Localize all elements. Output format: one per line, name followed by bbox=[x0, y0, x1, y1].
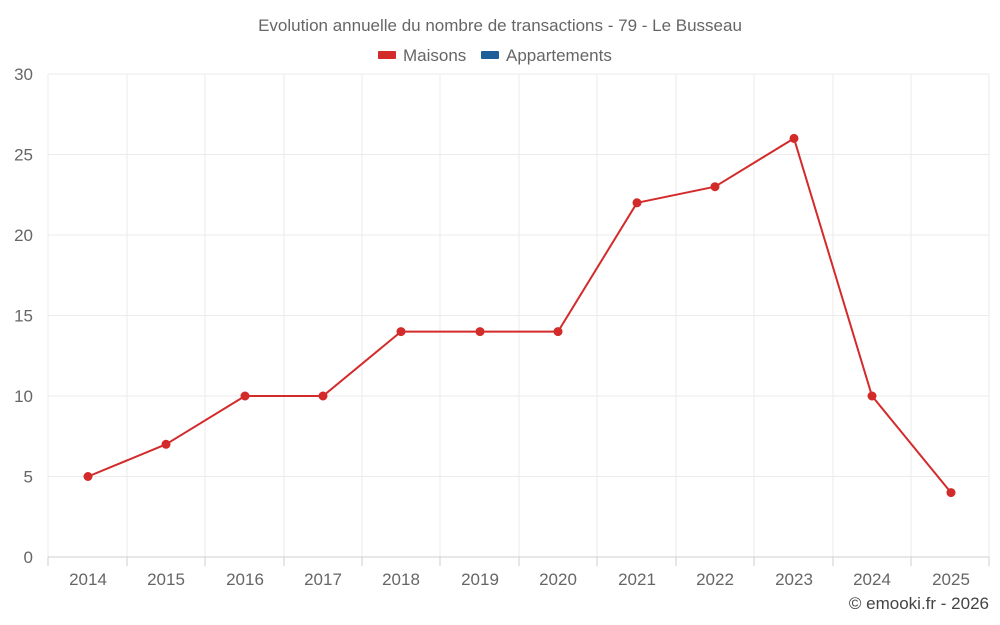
legend-swatch-appartements bbox=[481, 51, 499, 59]
data-point[interactable] bbox=[867, 391, 877, 401]
data-point[interactable] bbox=[83, 472, 93, 481]
data-point[interactable] bbox=[161, 439, 171, 449]
x-tick-label: 2023 bbox=[775, 570, 813, 589]
data-point[interactable] bbox=[710, 182, 720, 192]
x-tick-label: 2025 bbox=[932, 570, 970, 589]
data-point[interactable] bbox=[396, 327, 406, 337]
chart-title: Evolution annuelle du nombre de transact… bbox=[258, 16, 742, 35]
series-line-maisons bbox=[87, 137, 952, 494]
data-point[interactable] bbox=[240, 391, 250, 401]
horizontal-gridlines bbox=[48, 73, 989, 477]
y-tick-label: 5 bbox=[24, 468, 33, 487]
data-point[interactable] bbox=[946, 488, 956, 498]
legend-item-appartements[interactable]: Appartements bbox=[481, 46, 612, 65]
legend: Maisons Appartements bbox=[378, 46, 612, 65]
y-tick-label: 20 bbox=[14, 226, 33, 245]
data-point[interactable] bbox=[632, 198, 642, 208]
y-tick-label: 10 bbox=[14, 387, 33, 406]
data-point[interactable] bbox=[789, 133, 799, 143]
x-tick-label: 2017 bbox=[304, 570, 342, 589]
data-point[interactable] bbox=[475, 327, 485, 337]
data-point[interactable] bbox=[553, 327, 563, 337]
x-tick-label: 2022 bbox=[696, 570, 734, 589]
x-tick-label: 2021 bbox=[618, 570, 656, 589]
data-point[interactable] bbox=[318, 391, 328, 401]
series-layer bbox=[83, 133, 956, 498]
legend-item-maisons[interactable]: Maisons bbox=[378, 46, 466, 65]
x-tick-label: 2020 bbox=[539, 570, 577, 589]
x-tick-label: 2019 bbox=[461, 570, 499, 589]
legend-swatch-maisons bbox=[378, 51, 396, 59]
x-tick-label: 2015 bbox=[147, 570, 185, 589]
y-tick-label: 25 bbox=[14, 146, 33, 165]
y-tick-label: 0 bbox=[24, 548, 33, 567]
y-tick-label: 15 bbox=[14, 307, 33, 326]
legend-label-maisons: Maisons bbox=[403, 46, 466, 65]
copyright-text: © emooki.fr - 2026 bbox=[849, 594, 989, 613]
x-tick-label: 2024 bbox=[853, 570, 891, 589]
y-axis-tick-labels: 0 5 10 15 20 25 30 bbox=[14, 65, 33, 567]
x-tick-label: 2018 bbox=[382, 570, 420, 589]
legend-label-appartements: Appartements bbox=[506, 46, 612, 65]
x-axis-tick-labels: 2014 2015 2016 2017 2018 2019 2020 2021 2022 2023… bbox=[47, 557, 990, 589]
x-tick-label: 2014 bbox=[69, 570, 107, 589]
y-tick-label: 30 bbox=[14, 65, 33, 84]
x-tick-label: 2016 bbox=[226, 570, 264, 589]
